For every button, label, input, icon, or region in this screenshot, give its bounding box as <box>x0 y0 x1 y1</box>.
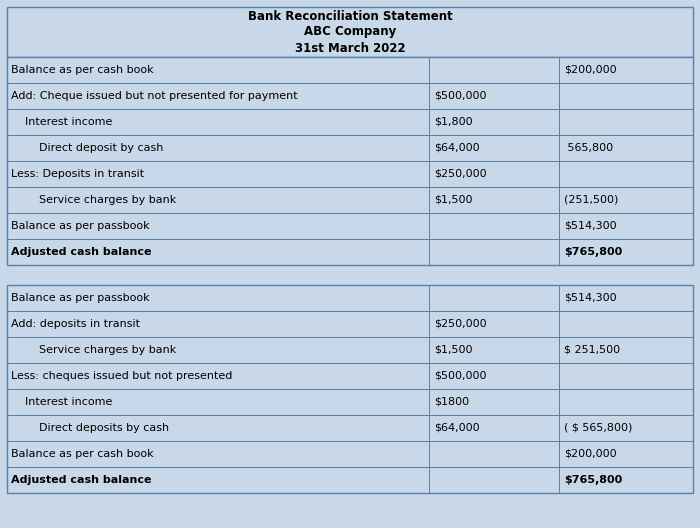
Text: Balance as per passbook: Balance as per passbook <box>11 221 150 231</box>
Bar <box>7 337 693 363</box>
Bar <box>7 187 693 213</box>
Bar <box>7 239 693 265</box>
Bar <box>7 311 693 337</box>
Bar <box>7 83 693 109</box>
Bar <box>7 161 693 187</box>
Bar <box>7 57 693 265</box>
Text: $200,000: $200,000 <box>564 449 617 459</box>
Text: $500,000: $500,000 <box>434 371 486 381</box>
Text: $514,300: $514,300 <box>564 221 617 231</box>
Text: Balance as per cash book: Balance as per cash book <box>11 65 153 75</box>
Text: Interest income: Interest income <box>25 117 113 127</box>
Text: $250,000: $250,000 <box>434 169 486 179</box>
Text: Less: cheques issued but not presented: Less: cheques issued but not presented <box>11 371 232 381</box>
Text: $765,800: $765,800 <box>564 247 622 257</box>
Text: $200,000: $200,000 <box>564 65 617 75</box>
Bar <box>7 285 693 311</box>
Text: Less: Deposits in transit: Less: Deposits in transit <box>11 169 144 179</box>
Text: Adjusted cash balance: Adjusted cash balance <box>11 475 151 485</box>
Bar <box>7 467 693 493</box>
Bar <box>7 415 693 441</box>
Text: $1,800: $1,800 <box>434 117 473 127</box>
Bar <box>7 135 693 161</box>
Text: Balance as per cash book: Balance as per cash book <box>11 449 153 459</box>
Text: (251,500): (251,500) <box>564 195 619 205</box>
Text: $500,000: $500,000 <box>434 91 486 101</box>
Text: Adjusted cash balance: Adjusted cash balance <box>11 247 151 257</box>
Text: Direct deposit by cash: Direct deposit by cash <box>39 143 163 153</box>
Text: $ 251,500: $ 251,500 <box>564 345 620 355</box>
Text: Bank Reconciliation Statement: Bank Reconciliation Statement <box>248 10 452 23</box>
Bar <box>7 441 693 467</box>
Text: Service charges by bank: Service charges by bank <box>39 195 176 205</box>
Text: Add: deposits in transit: Add: deposits in transit <box>11 319 140 329</box>
Bar <box>7 7 693 57</box>
Text: $250,000: $250,000 <box>434 319 486 329</box>
Bar <box>7 493 693 521</box>
Text: 31st March 2022: 31st March 2022 <box>295 42 405 54</box>
Text: Add: Cheque issued but not presented for payment: Add: Cheque issued but not presented for… <box>11 91 297 101</box>
Text: 565,800: 565,800 <box>564 143 613 153</box>
Bar <box>7 363 693 389</box>
Text: Balance as per passbook: Balance as per passbook <box>11 293 150 303</box>
Bar <box>7 109 693 135</box>
Text: ABC Company: ABC Company <box>304 25 396 39</box>
Bar <box>7 213 693 239</box>
Text: $765,800: $765,800 <box>564 475 622 485</box>
Text: $64,000: $64,000 <box>434 423 480 433</box>
Text: ( $ 565,800): ( $ 565,800) <box>564 423 633 433</box>
Text: Direct deposits by cash: Direct deposits by cash <box>39 423 169 433</box>
Text: Interest income: Interest income <box>25 397 113 407</box>
Text: $1,500: $1,500 <box>434 345 473 355</box>
Text: $1800: $1800 <box>434 397 469 407</box>
Text: Service charges by bank: Service charges by bank <box>39 345 176 355</box>
Bar <box>7 57 693 83</box>
Bar <box>7 265 693 285</box>
Text: $514,300: $514,300 <box>564 293 617 303</box>
Text: $1,500: $1,500 <box>434 195 473 205</box>
Bar <box>7 389 693 415</box>
Bar <box>7 285 693 493</box>
Text: $64,000: $64,000 <box>434 143 480 153</box>
